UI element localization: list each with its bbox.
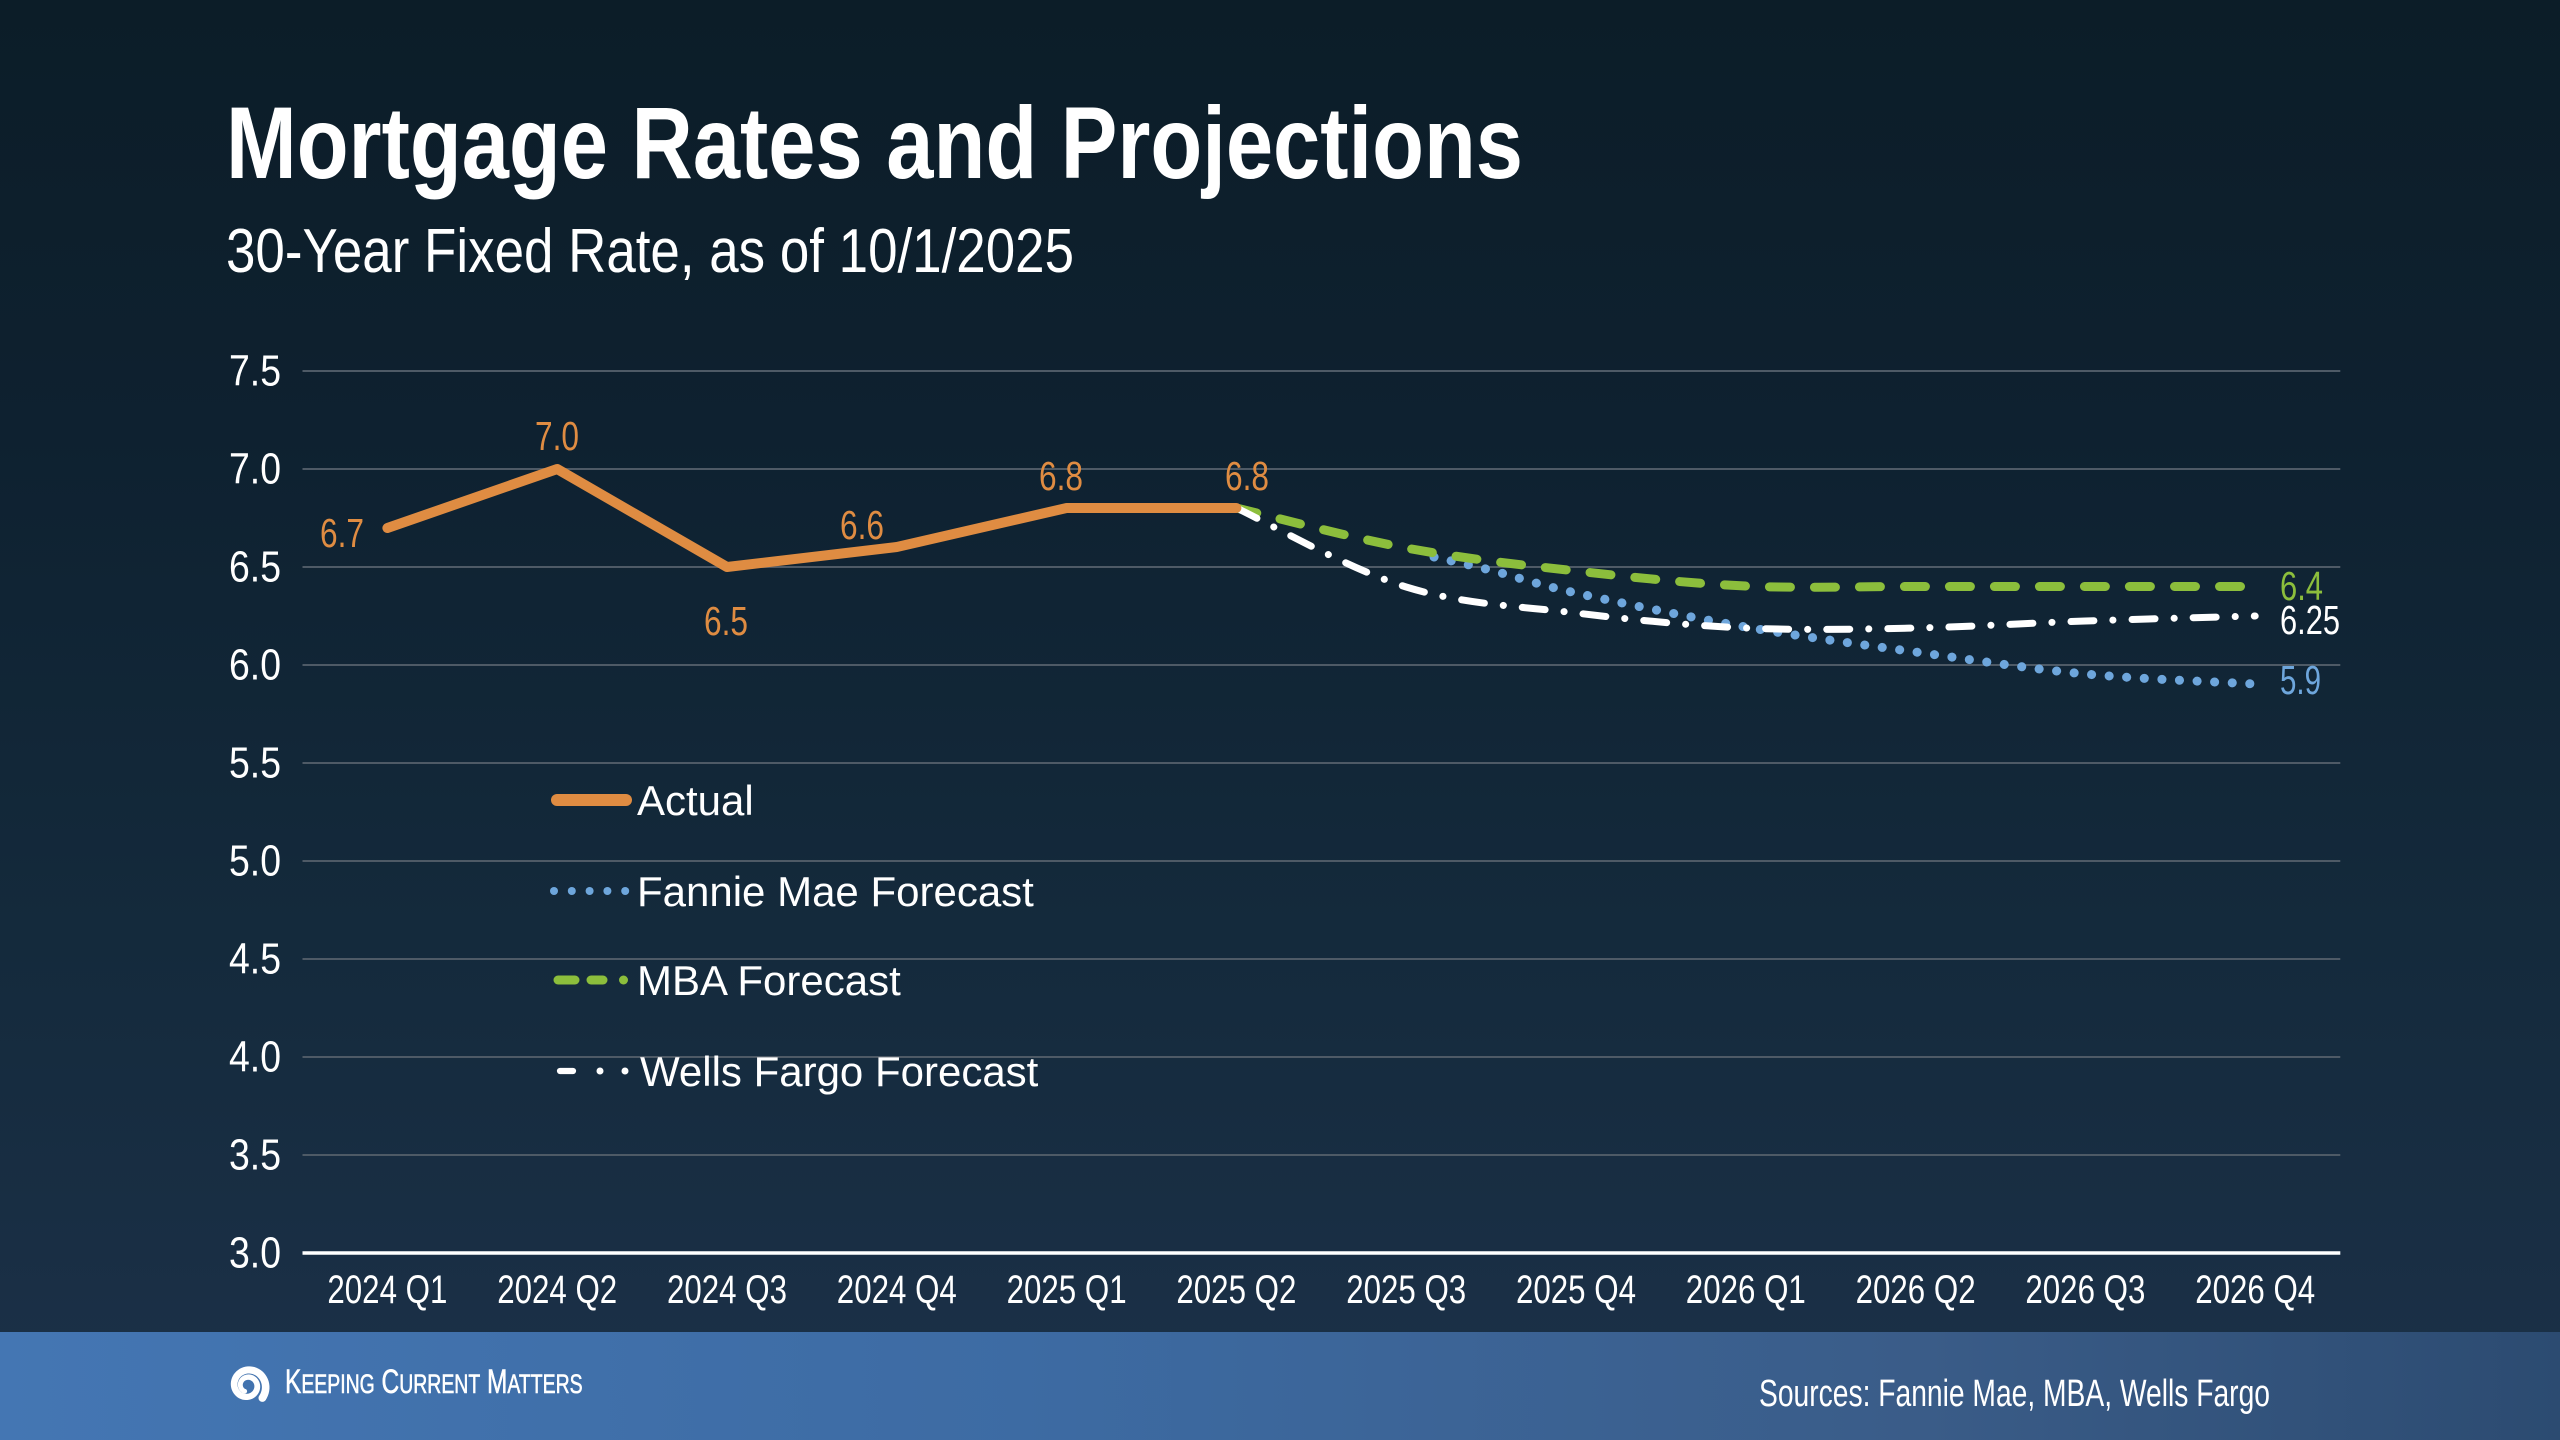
svg-text:5.0: 5.0 (229, 837, 281, 886)
svg-text:2024 Q4: 2024 Q4 (837, 1268, 957, 1312)
svg-text:6.25: 6.25 (2280, 597, 2340, 643)
svg-text:7.5: 7.5 (229, 347, 281, 396)
svg-text:Fannie Mae Forecast: Fannie Mae Forecast (637, 868, 1034, 915)
svg-text:4.0: 4.0 (229, 1033, 281, 1082)
svg-text:2026 Q4: 2026 Q4 (2195, 1268, 2315, 1312)
svg-text:2026 Q3: 2026 Q3 (2025, 1268, 2145, 1312)
svg-text:Sources: Fannie Mae, MBA, Well: Sources: Fannie Mae, MBA, Wells Fargo (1759, 1373, 2270, 1415)
svg-text:2024 Q1: 2024 Q1 (327, 1268, 447, 1312)
svg-text:6.5: 6.5 (704, 598, 748, 644)
svg-text:3.5: 3.5 (229, 1131, 281, 1180)
svg-text:MBA Forecast: MBA Forecast (637, 957, 901, 1004)
svg-text:6.6: 6.6 (840, 502, 884, 548)
svg-text:2024 Q3: 2024 Q3 (667, 1268, 787, 1312)
svg-text:5.5: 5.5 (229, 739, 281, 788)
svg-text:6.8: 6.8 (1225, 453, 1269, 499)
svg-text:Wells Fargo Forecast: Wells Fargo Forecast (640, 1048, 1039, 1095)
svg-text:4.5: 4.5 (229, 935, 281, 984)
svg-text:2024 Q2: 2024 Q2 (497, 1268, 617, 1312)
svg-text:6.5: 6.5 (229, 543, 281, 592)
svg-text:6.8: 6.8 (1039, 453, 1083, 499)
svg-text:Actual: Actual (637, 777, 754, 824)
svg-text:2025 Q1: 2025 Q1 (1007, 1268, 1127, 1312)
svg-text:2025 Q4: 2025 Q4 (1516, 1268, 1636, 1312)
svg-text:6.4: 6.4 (2280, 563, 2323, 609)
svg-text:2026 Q1: 2026 Q1 (1686, 1268, 1806, 1312)
svg-text:7.0: 7.0 (229, 445, 281, 494)
svg-text:7.0: 7.0 (535, 413, 579, 459)
svg-text:6.7: 6.7 (320, 510, 364, 556)
svg-text:2025 Q3: 2025 Q3 (1346, 1268, 1466, 1312)
svg-text:2025 Q2: 2025 Q2 (1176, 1268, 1296, 1312)
svg-text:KEEPING CURRENT MATTERS: KEEPING CURRENT MATTERS (285, 1363, 583, 1401)
svg-text:5.9: 5.9 (2280, 657, 2321, 703)
svg-text:Mortgage Rates and Projections: Mortgage Rates and Projections (226, 86, 1523, 200)
svg-text:2026 Q2: 2026 Q2 (1856, 1268, 1976, 1312)
svg-text:30-Year Fixed Rate, as of 10/1: 30-Year Fixed Rate, as of 10/1/2025 (226, 217, 1074, 286)
svg-text:3.0: 3.0 (229, 1229, 281, 1278)
svg-text:6.0: 6.0 (229, 641, 281, 690)
